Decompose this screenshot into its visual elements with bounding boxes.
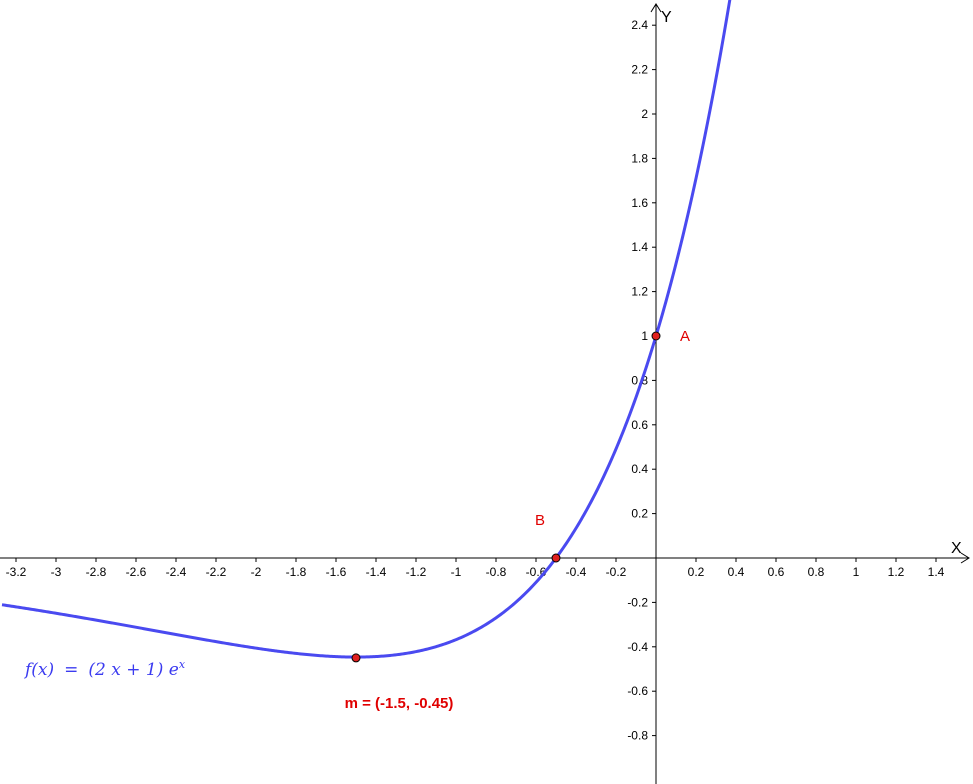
curve-layer [1,0,732,659]
function-label: f(x) = (2 x + 1) ex [23,658,186,680]
x-tick-label: -1.4 [366,565,387,579]
x-tick-label: 1.4 [928,565,945,579]
x-tick-label: -1 [451,565,462,579]
x-tick-label: -2.8 [86,565,107,579]
y-tick-label: 0.4 [631,462,648,476]
x-tick-label: -0.2 [606,565,627,579]
point-label: A [680,328,690,345]
x-tick-label: -0.8 [486,565,507,579]
point-label: m = (-1.5, -0.45) [345,695,454,712]
x-tick-label: -2 [251,565,262,579]
axis-ticks: -3.2 -3 -2.8 -2.6 -2.4 -2.2 -2 -1.8 -1.6 -1.4 -1.2… [6,18,945,742]
function-curve [1,0,732,659]
function-label-lhs: f(x) [23,660,54,680]
x-tick-label: -2.6 [126,565,147,579]
x-tick-label: 0.4 [728,565,745,579]
y-tick-label: 0.2 [631,507,648,521]
y-axis-arrow-icon [650,3,662,13]
axes [0,3,970,784]
x-tick-label: 1 [853,565,860,579]
y-tick-label: 1 [641,329,648,343]
x-tick-label: 0.2 [688,565,705,579]
point-marker [351,653,361,663]
x-tick-label: -3.2 [6,565,27,579]
y-tick-label: 1.8 [631,151,648,165]
y-tick-label: 2 [641,107,648,121]
function-label-exponent: x [179,658,186,671]
x-tick-label: 0.6 [768,565,785,579]
x-tick-label: -1.2 [406,565,427,579]
x-tick-label: -1.8 [286,565,307,579]
y-tick-label: 1.4 [631,240,648,254]
point-marker [651,331,661,341]
y-tick-label: -0.6 [627,684,648,698]
y-tick-label: -0.4 [627,640,648,654]
y-axis-title: Y [661,9,672,26]
y-tick-label: 2.2 [631,63,648,77]
x-tick-label: -3 [51,565,62,579]
x-tick-label: -1.6 [326,565,347,579]
x-axis-title: X [951,540,962,557]
x-tick-label: -2.2 [206,565,227,579]
point-marker [551,553,561,563]
y-tick-label: -0.8 [627,729,648,743]
y-tick-label: 1.6 [631,196,648,210]
function-label-rhs: (2 x + 1) e [88,660,178,680]
y-tick-label: 1.2 [631,285,648,299]
x-axis-arrow-icon [960,552,970,564]
x-tick-label: 0.8 [808,565,825,579]
points-layer: A Bm = (-1.5, -0.45) [345,328,690,712]
x-tick-label: -2.4 [166,565,187,579]
point-label: B [535,512,545,529]
y-tick-label: 0.6 [631,418,648,432]
x-tick-label: 1.2 [888,565,905,579]
x-tick-label: -0.4 [566,565,587,579]
y-tick-label: -0.2 [627,595,648,609]
function-label-eq: = [64,660,78,680]
y-tick-label: 2.4 [631,18,648,32]
